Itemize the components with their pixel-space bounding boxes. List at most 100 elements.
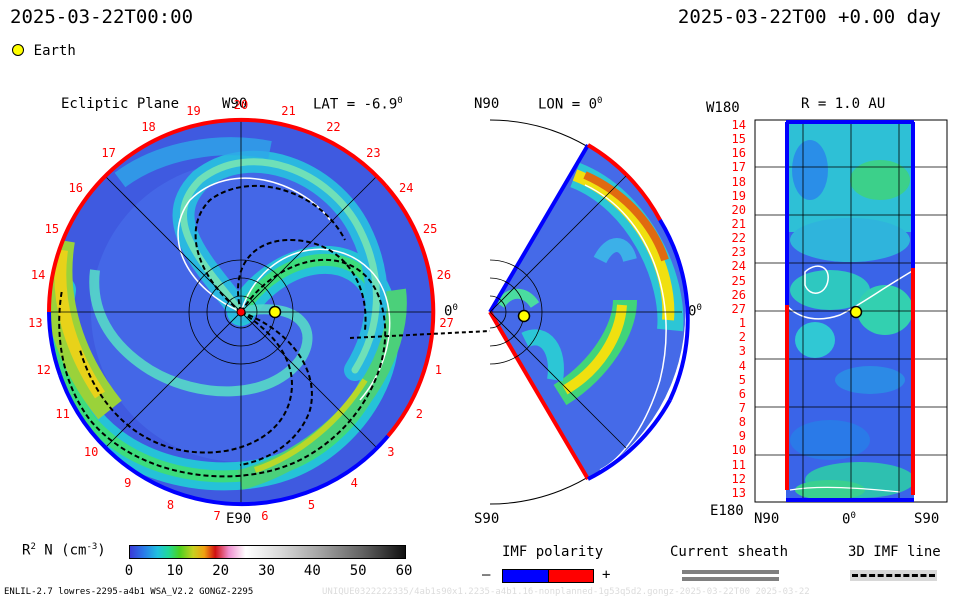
map-r-label: R = 1.0 AU	[801, 96, 886, 112]
ecliptic-rim-number: 19	[186, 103, 201, 118]
map-x-right-label: S90	[914, 511, 940, 527]
map-top-left-label: W180	[706, 100, 740, 116]
colorbar-tick: 40	[303, 563, 321, 579]
earth-marker-map	[849, 305, 863, 319]
imf-polarity-plus: +	[602, 567, 611, 583]
ecliptic-rim-positive-north	[47, 117, 388, 313]
ecliptic-top-label: W90	[222, 96, 248, 112]
imf-line-swatch	[850, 570, 937, 581]
ecliptic-rim-number: 18	[141, 119, 156, 134]
ecliptic-rim-positive-east	[384, 184, 436, 438]
colorbar-label: R2 N (cm-3)	[22, 542, 106, 559]
ecliptic-bottom-label: E90	[226, 511, 252, 527]
ecliptic-rim-number: 14	[30, 268, 46, 283]
map-lat-label: 23	[731, 245, 746, 260]
ecliptic-rim-number: 23	[366, 146, 381, 161]
colorbar-tick: 10	[166, 563, 184, 579]
imf-negative-swatch	[502, 569, 550, 583]
ecliptic-rim-number: 7	[213, 508, 221, 523]
colorbar-tick: 50	[349, 563, 367, 579]
ecliptic-rim-number: 26	[436, 268, 452, 283]
imf-polarity-title: IMF polarity	[502, 544, 604, 560]
earth-marker-meridional	[517, 309, 531, 323]
imf-line-dash	[852, 574, 935, 577]
current-sheath-line-2	[682, 577, 779, 581]
map-lat-label: 2	[738, 330, 746, 345]
meridional-right-label: 00	[688, 303, 702, 320]
map-lat-label: 27	[731, 301, 746, 316]
map-x-left-label: N90	[754, 511, 780, 527]
colorbar-tick: 60	[395, 563, 413, 579]
map-lat-label: 7	[738, 400, 746, 415]
map-lat-label: 21	[731, 217, 746, 232]
map-lat-label: 20	[731, 202, 746, 217]
current-sheath-title: Current sheath	[670, 544, 789, 560]
map-bottom-left-label: E180	[710, 503, 744, 519]
colorbar-tick: 20	[212, 563, 230, 579]
map-lat-label: 3	[738, 344, 746, 359]
meridional-edge-south	[488, 310, 590, 481]
imf-positive-swatch	[548, 569, 594, 583]
ecliptic-rim-negative	[58, 374, 390, 507]
map-lat-label: 13	[731, 485, 746, 500]
ecliptic-rim-number: 27	[439, 315, 454, 330]
map-lat-label: 12	[731, 471, 746, 486]
earth-legend-label: Earth	[33, 43, 76, 59]
map-lat-label: 24	[731, 259, 746, 274]
map-lat-label: 18	[731, 174, 746, 189]
ecliptic-rim-number: 22	[326, 119, 341, 134]
ecliptic-rim-number: 11	[55, 407, 70, 421]
map-lat-label: 26	[731, 287, 746, 302]
map-lat-label: 14	[731, 118, 746, 132]
ecliptic-rim-number: 1	[434, 363, 442, 378]
colorbar-tick: 30	[258, 563, 275, 579]
ecliptic-rim-number: 2	[415, 407, 423, 421]
ecliptic-rim-number: 12	[36, 363, 51, 378]
earth-marker-icon	[12, 44, 24, 56]
earth-legend: Earth	[12, 40, 76, 59]
model-info: ENLIL-2.7 lowres-2295-a4b1 WSA_V2.2 GONG…	[4, 587, 254, 597]
run-watermark: UNIQUE0322222335/4ab1s90x1.2235-a4b1.16-…	[322, 587, 810, 597]
map-lat-label: 6	[738, 386, 746, 401]
map-lat-label: 15	[731, 132, 746, 147]
map-lat-label: 1	[738, 316, 746, 331]
ecliptic-title: Ecliptic Plane	[61, 96, 180, 112]
ecliptic-rim-number: 13	[28, 315, 43, 330]
meridional-bottom-label: S90	[474, 511, 500, 527]
map-lat-label: 19	[731, 188, 746, 203]
ecliptic-rim-number: 17	[101, 146, 116, 161]
ecliptic-rim-number: 8	[166, 497, 175, 512]
ecliptic-rim-number: 15	[44, 222, 60, 237]
map-x-mid-label: 00	[842, 511, 856, 528]
map-lat-label: 5	[738, 372, 746, 387]
imf-polarity-minus: –	[482, 567, 491, 583]
ecliptic-right-label: 00	[444, 303, 458, 320]
meridional-lon-label: LON = 00	[538, 96, 603, 113]
sun-marker	[236, 307, 246, 317]
map-density-field	[786, 122, 914, 502]
map-lat-label: 25	[731, 273, 746, 288]
map-lat-label: 9	[738, 429, 746, 444]
ecliptic-rim-number: 3	[387, 445, 395, 460]
map-lat-label: 10	[731, 443, 746, 458]
ecliptic-rim-number: 5	[307, 497, 316, 512]
imf-line-title: 3D IMF line	[848, 544, 941, 560]
map-lat-label: 4	[738, 358, 746, 373]
current-sheath-line-1	[682, 570, 779, 574]
map-lat-label: 17	[731, 160, 746, 175]
colorbar	[129, 545, 406, 559]
ecliptic-rim-number: 10	[83, 445, 99, 460]
ecliptic-rim-number: 20	[233, 98, 249, 112]
ecliptic-rim-number: 16	[68, 180, 83, 195]
map-lat-label: 16	[731, 146, 746, 161]
ecliptic-lat-label: LAT = -6.90	[313, 96, 403, 113]
earth-marker-ecliptic	[268, 305, 282, 319]
map-lat-label: 22	[731, 231, 746, 246]
imf-connection-line	[349, 330, 491, 339]
ecliptic-rim-number: 4	[350, 476, 358, 491]
colorbar-tick: 0	[124, 563, 134, 579]
map-lat-label: 11	[731, 457, 746, 472]
meridional-top-label: N90	[474, 96, 500, 112]
ecliptic-rim-number: 25	[422, 222, 438, 237]
